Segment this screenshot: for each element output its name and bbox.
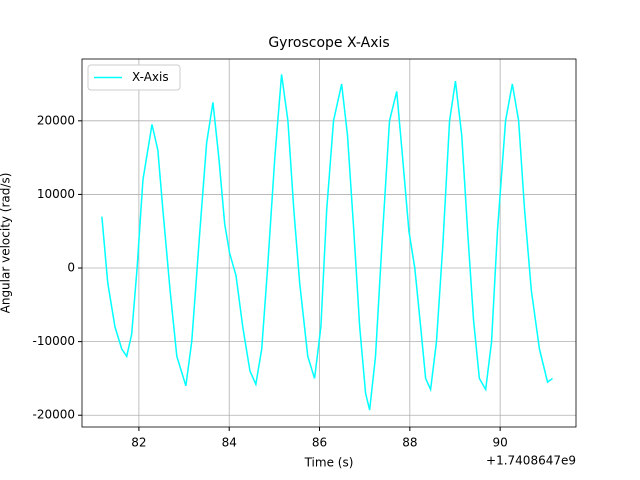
- y-tick-label: -20000: [32, 408, 75, 422]
- y-tick-label: 0: [67, 261, 75, 275]
- x-tick-label: 84: [222, 436, 237, 450]
- x-tick-label: 82: [131, 436, 146, 450]
- y-tick-label: -10000: [32, 334, 75, 348]
- y-tick-label: 20000: [37, 113, 75, 127]
- legend-label: X-Axis: [132, 70, 169, 84]
- x-offset-label: +1.7408647e9: [486, 454, 576, 468]
- y-tick-label: 10000: [37, 187, 75, 201]
- data-line: [101, 74, 553, 411]
- y-axis-label: Angular velocity (rad/s): [0, 173, 13, 314]
- x-tick-label: 86: [312, 436, 327, 450]
- chart-title: Gyroscope X-Axis: [268, 35, 389, 51]
- x-tick-label: 90: [492, 436, 507, 450]
- legend-box: [87, 64, 181, 91]
- plot-frame: [81, 58, 577, 428]
- x-tick-label: 88: [402, 436, 417, 450]
- x-axis-label: Time (s): [304, 456, 354, 470]
